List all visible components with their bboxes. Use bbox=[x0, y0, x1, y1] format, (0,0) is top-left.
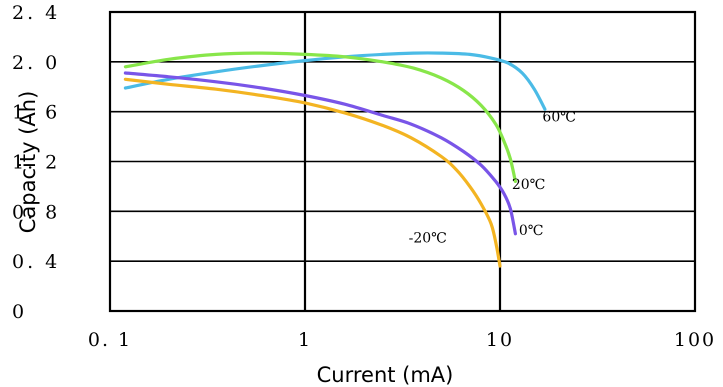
series-line-3 bbox=[123, 77, 502, 268]
y-tick-label: 0. 8 bbox=[12, 201, 60, 223]
x-tick-labels: 0. 1 1 10 100 bbox=[88, 329, 716, 351]
y-tick-labels: 0 0. 4 0. 8 1. 2 1. 6 2. 0 2. 4 bbox=[12, 2, 60, 323]
x-tick-label: 1 bbox=[298, 329, 312, 351]
x-axis-title: Current (mA) bbox=[317, 363, 454, 387]
series-label: -20℃ bbox=[409, 230, 447, 246]
series-line-1 bbox=[123, 51, 517, 183]
series-label: 0℃ bbox=[519, 223, 544, 239]
series-line-2 bbox=[123, 71, 517, 236]
series-label: 60℃ bbox=[542, 110, 575, 126]
y-tick-label: 0 bbox=[12, 301, 27, 323]
x-tick-label: 0. 1 bbox=[88, 329, 132, 351]
y-tick-label: 2. 0 bbox=[12, 52, 60, 74]
y-tick-label: 1. 6 bbox=[12, 102, 60, 124]
series-lines bbox=[123, 51, 547, 268]
x-tick-label: 100 bbox=[674, 329, 716, 351]
x-tick-label: 10 bbox=[486, 329, 514, 351]
plot-frame bbox=[108, 10, 697, 313]
series-label: 20℃ bbox=[512, 177, 545, 193]
series-labels: 60℃ 20℃ 0℃ -20℃ bbox=[409, 110, 576, 247]
y-axis-title: Capacity (Ah) bbox=[16, 91, 40, 234]
series-line-0 bbox=[123, 51, 547, 111]
y-tick-label: 2. 4 bbox=[12, 2, 60, 24]
y-tick-label: 0. 4 bbox=[12, 251, 60, 273]
y-tick-label: 1. 2 bbox=[12, 152, 60, 174]
plot-border bbox=[108, 10, 697, 313]
